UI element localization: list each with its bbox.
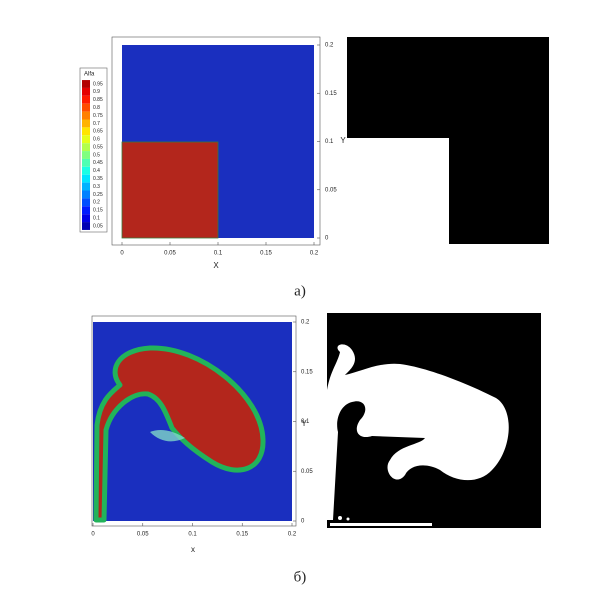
legend-label: 0.65 (93, 129, 103, 135)
legend-label: 0.6 (93, 137, 100, 143)
legend-swatch (82, 198, 90, 207)
legend-swatch (82, 95, 90, 104)
legend-label: 0.5 (93, 152, 100, 158)
legend-swatch (82, 80, 90, 88)
y-tick-label: 0.2 (301, 320, 310, 326)
y-tick-label: 0 (325, 236, 329, 242)
x-tick-label: 0.05 (137, 532, 149, 538)
legend-label: 0.1 (93, 215, 100, 221)
legend-title: Alfa (84, 72, 95, 78)
x-tick-label: 0.2 (288, 532, 297, 538)
legend-label: 0.4 (93, 168, 100, 174)
legend-label: 0.85 (93, 97, 103, 103)
legend-label: 0.7 (93, 121, 100, 127)
legend-label: 0.3 (93, 184, 100, 190)
y-tick-label: 0.1 (301, 419, 310, 425)
legend-swatch (82, 135, 90, 144)
y-axis-label: Y (301, 419, 307, 428)
caption: а) (294, 283, 306, 299)
legend-label: 0.2 (93, 200, 100, 206)
legend-label: 0.8 (93, 105, 100, 111)
legend-swatch (82, 166, 90, 175)
legend-swatch (82, 174, 90, 183)
y-tick-label: 0.15 (301, 369, 313, 375)
legend-swatch (82, 222, 90, 230)
y-tick-label: 0.2 (325, 43, 334, 49)
x-axis-label: x (191, 545, 195, 554)
legend-swatch (82, 143, 90, 152)
y-tick-label: 0.05 (301, 469, 313, 475)
legend-label: 0.05 (93, 223, 103, 229)
legend-swatch (82, 158, 90, 167)
y-tick-label: 0.05 (325, 187, 337, 193)
y-axis-label: Y (340, 136, 346, 145)
legend-swatch (82, 206, 90, 215)
legend-swatch (82, 214, 90, 223)
x-tick-label: 0.05 (164, 251, 176, 257)
x-axis-label: X (213, 261, 219, 270)
legend-label: 0.9 (93, 89, 100, 95)
legend-swatch (82, 127, 90, 136)
legend-swatch (82, 111, 90, 120)
legend-swatch (82, 190, 90, 199)
legend-label: 0.35 (93, 176, 103, 182)
caption: б) (294, 569, 307, 585)
legend-label: 0.25 (93, 192, 103, 198)
field-liquid (121, 141, 219, 239)
x-tick-label: 0 (91, 532, 95, 538)
legend-swatch (82, 87, 90, 96)
legend-swatch (82, 103, 90, 112)
legend-label: 0.15 (93, 208, 103, 214)
y-tick-label: 0 (301, 519, 305, 525)
legend-swatch (82, 182, 90, 191)
binary-liquid (327, 344, 509, 526)
legend-swatch (82, 119, 90, 128)
legend-label: 0.55 (93, 144, 103, 150)
y-tick-label: 0.1 (325, 139, 334, 145)
x-tick-label: 0.1 (214, 251, 223, 257)
x-tick-label: 0 (120, 251, 124, 257)
x-tick-label: 0.15 (236, 532, 248, 538)
field-liquid (93, 345, 266, 523)
legend-label: 0.95 (93, 81, 103, 87)
y-tick-label: 0.15 (325, 91, 337, 97)
x-tick-label: 0.15 (260, 251, 272, 257)
legend-swatch (82, 151, 90, 159)
legend-label: 0.75 (93, 113, 103, 119)
legend-label: 0.45 (93, 160, 103, 166)
x-tick-label: 0.2 (310, 251, 319, 257)
x-tick-label: 0.1 (188, 532, 197, 538)
binary-liquid (347, 138, 449, 244)
